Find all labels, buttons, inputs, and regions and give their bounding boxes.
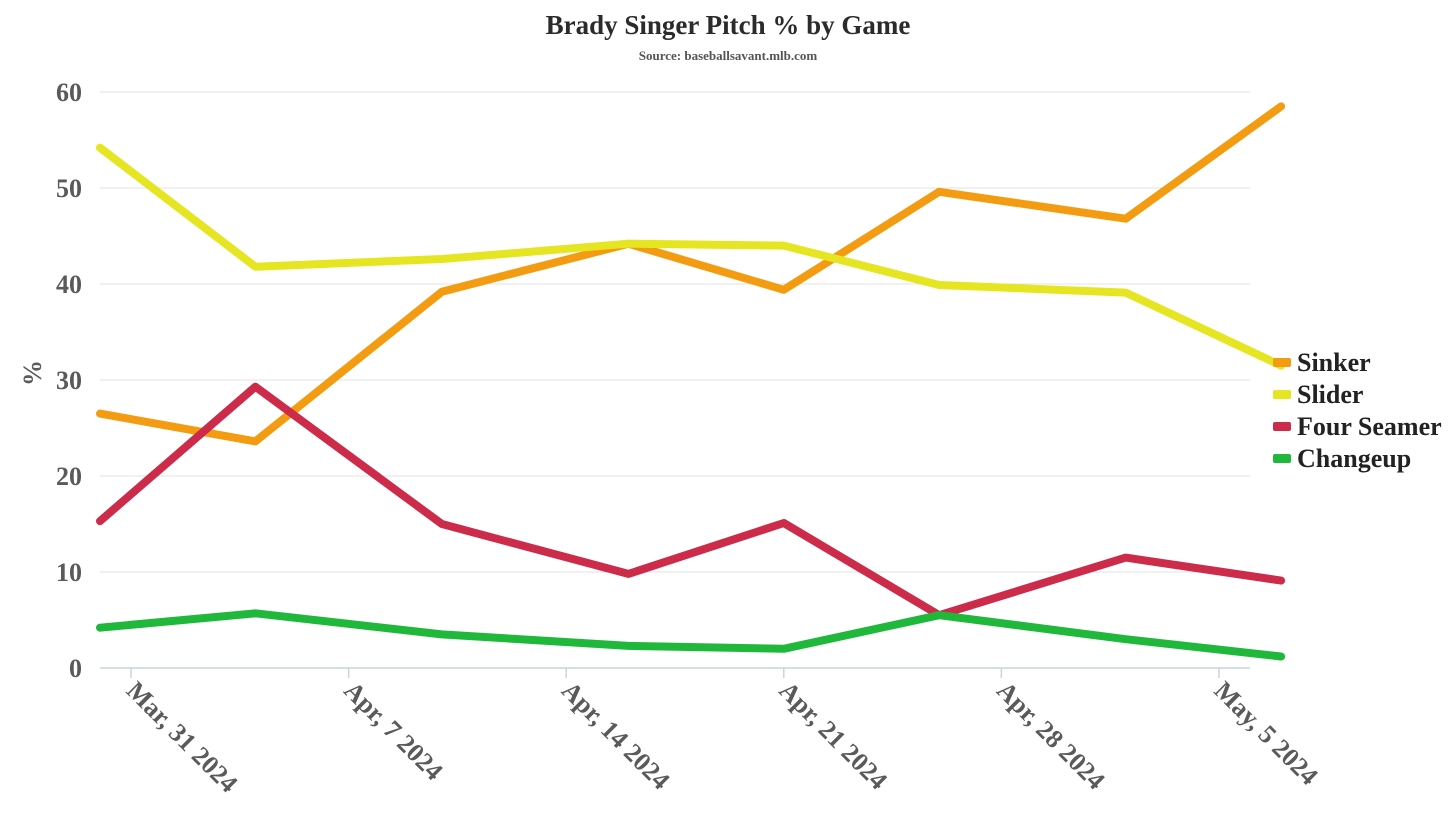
x-tick-label: Apr, 14 2024 <box>556 676 675 795</box>
legend-swatch-changeup[interactable] <box>1273 454 1291 463</box>
y-tick-label: 0 <box>69 654 82 683</box>
x-tick-label: Apr, 28 2024 <box>991 676 1110 795</box>
series-line-four-seamer <box>96 382 1286 620</box>
y-tick-label: 40 <box>56 270 82 299</box>
y-axis-title: % <box>18 360 47 386</box>
legend-swatch-sinker[interactable] <box>1273 358 1291 367</box>
x-axis <box>100 667 1250 678</box>
x-tick-label: Apr, 21 2024 <box>774 676 893 795</box>
legend-label-four-seamer[interactable]: Four Seamer <box>1297 412 1442 441</box>
legend-label-changeup[interactable]: Changeup <box>1297 444 1411 473</box>
y-tick-label: 30 <box>56 366 82 395</box>
legend-swatch-slider[interactable] <box>1273 390 1291 399</box>
x-tick-labels: Mar, 31 2024 Apr, 7 2024 Apr, 14 2024 Apr, … <box>121 676 1324 798</box>
x-tick-label: Apr, 7 2024 <box>338 676 448 786</box>
legend-label-sinker[interactable]: Sinker <box>1297 348 1371 377</box>
chart-subtitle: Source: baseballsavant.mlb.com <box>639 48 818 63</box>
series-lines <box>96 102 1286 661</box>
series-line-changeup <box>96 609 1286 661</box>
y-tick-label: 60 <box>56 78 82 107</box>
chart-title: Brady Singer Pitch % by Game <box>546 10 911 40</box>
x-tick-label: Mar, 31 2024 <box>121 676 243 798</box>
y-tick-label: 50 <box>56 174 82 203</box>
y-axis: 0 10 20 30 40 50 60 <box>56 78 82 683</box>
legend[interactable]: Sinker Slider Four Seamer Changeup <box>1273 348 1442 473</box>
gridlines <box>100 91 1250 573</box>
legend-label-slider[interactable]: Slider <box>1297 380 1363 409</box>
y-tick-label: 20 <box>56 462 82 491</box>
legend-swatch-four-seamer[interactable] <box>1273 422 1291 431</box>
series-line-slider <box>96 143 1286 370</box>
y-tick-label: 10 <box>56 558 82 587</box>
x-tick-label: May, 5 2024 <box>1209 676 1324 791</box>
series-line-sinker <box>96 102 1286 446</box>
